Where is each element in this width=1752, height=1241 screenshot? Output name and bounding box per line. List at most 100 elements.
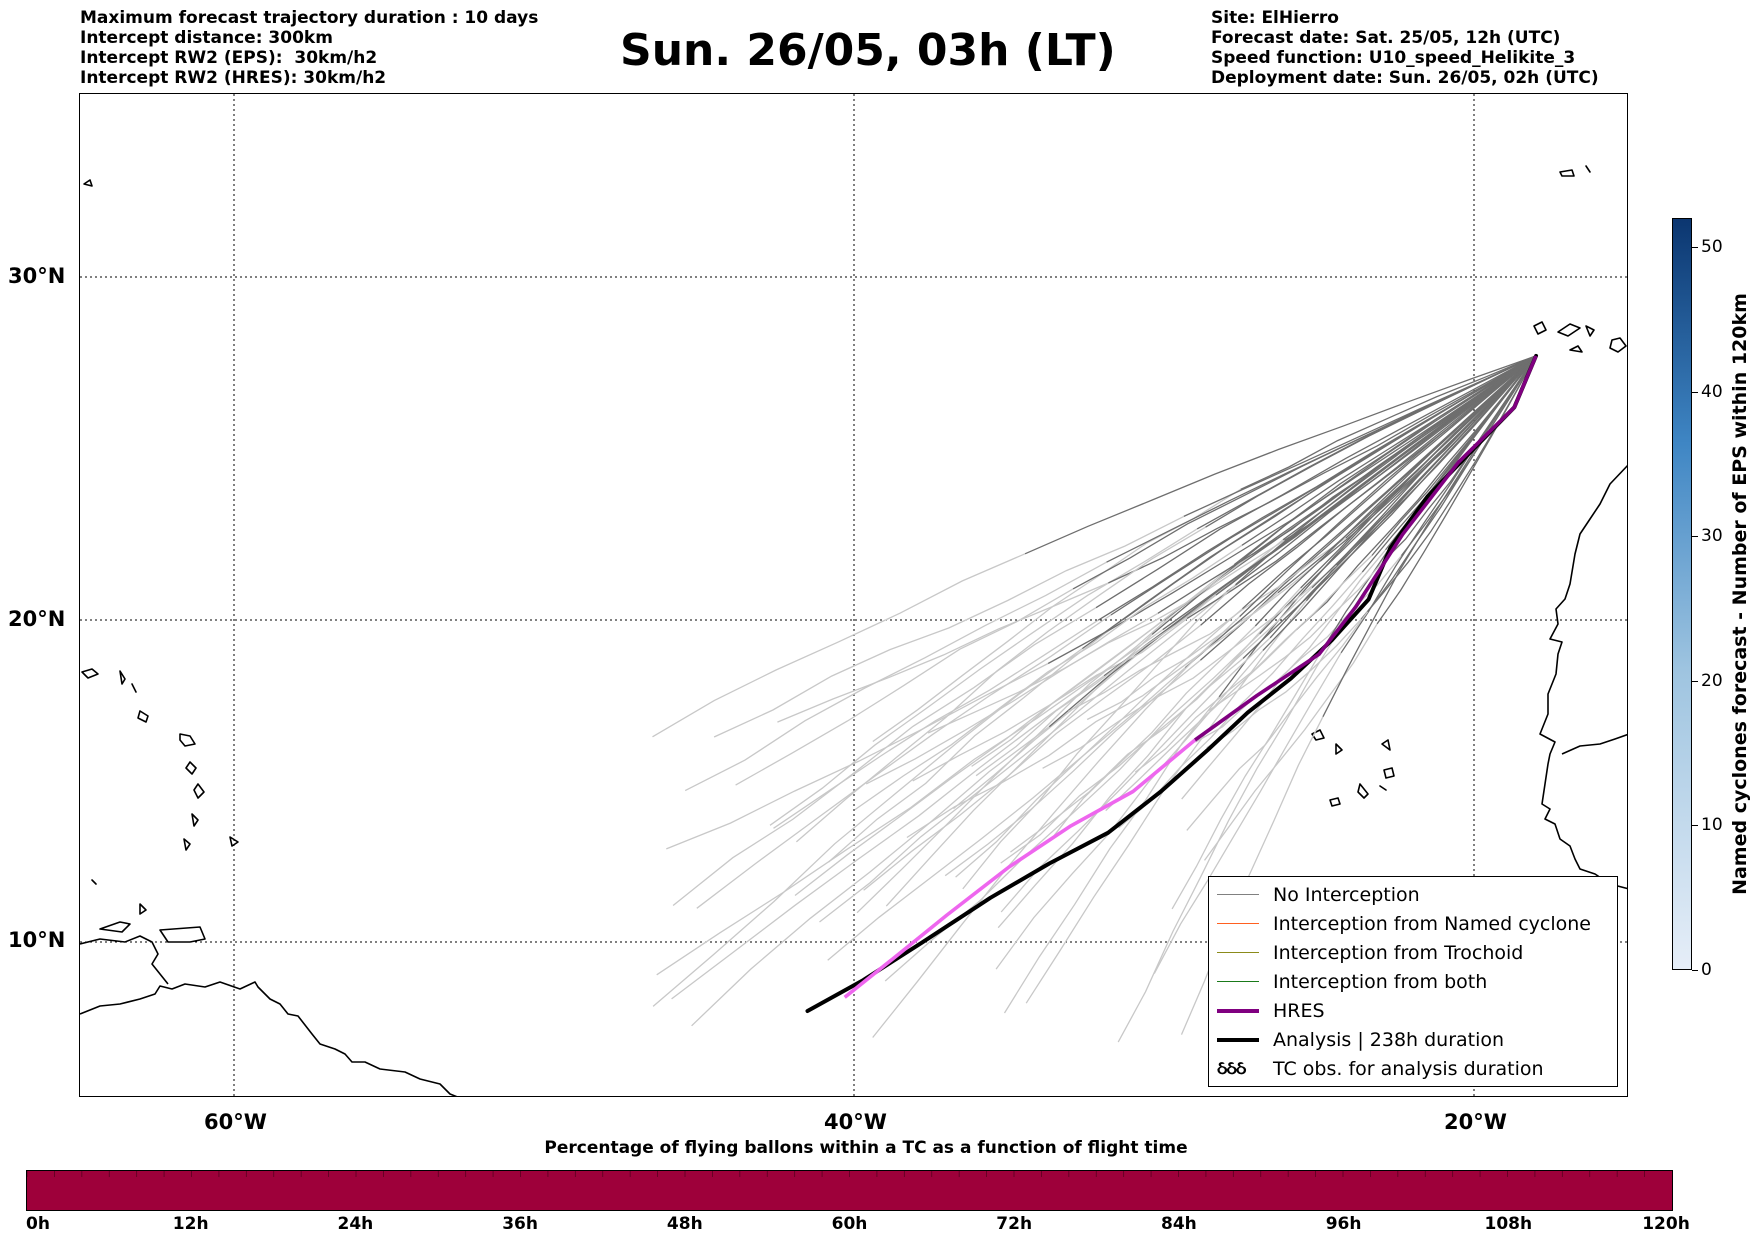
colorbar-segment [1425,1171,1454,1210]
colorbar-tick-label: 24h [337,1214,374,1234]
colorbar-segment [547,1171,576,1210]
colorbar-tick-label: 60h [831,1214,868,1234]
info-right: Site: ElHierro Forecast date: Sat. 25/05… [1211,8,1599,88]
colorbar-segment [602,1171,631,1210]
legend-label: No Interception [1273,884,1420,906]
legend-label: Interception from Named cyclone [1273,913,1591,935]
legend-label: Interception from Trochoid [1273,942,1524,964]
eps-track-early [1242,355,1537,659]
eps-track-late [684,561,1107,792]
colorbar-tick-label: 72h [996,1214,1033,1234]
colorbar-tick-label: 40 [1701,381,1723,402]
colorbar-segment [520,1171,549,1210]
colorbar-segment [109,1171,138,1210]
eps-track-late [975,594,1217,777]
eps-track-early [1360,355,1537,620]
eps-track-late [671,675,1105,1000]
colorbar-vertical [1672,218,1692,970]
eps-track-late [995,650,1264,970]
lat-label-20n: 20°N [8,607,66,631]
eps-track-late [1048,625,1256,843]
colorbar-segment [191,1171,220,1210]
eps-track-late [1171,652,1321,910]
eps-track-early [1184,355,1537,669]
colorbar-tick-label: 20 [1701,670,1723,691]
colorbar-segment [81,1171,110,1210]
colorbar-segment [1205,1171,1234,1210]
colorbar-segment [1096,1171,1125,1210]
colorbar-tick [1692,970,1698,971]
colorbar-segment [1041,1171,1070,1210]
colorbar-segment [794,1171,823,1210]
colorbar-segment [1562,1171,1591,1210]
colorbar-segment [1123,1171,1152,1210]
eps-track-early [1382,355,1537,563]
colorbar-segment [1233,1171,1262,1210]
eps-track-early [1241,355,1537,546]
eps-track-early [1336,355,1537,566]
colorbar-tick [1692,825,1698,827]
eps-track-late [713,515,1185,738]
island [83,179,93,187]
eps-track-late [863,624,1202,891]
legend-line-swatch [1217,1038,1259,1042]
eps-track-late [1068,537,1347,712]
eps-track-early [1254,355,1537,627]
legend-line-swatch [1217,1009,1259,1013]
eps-track-early [1218,355,1537,698]
eps-track-early [1205,355,1537,528]
legend-item-tc-obs: ઠઠઠ TC obs. for analysis duration [1209,1056,1617,1082]
island [137,710,149,723]
eps-track-early [1235,355,1537,586]
legend-item-named-cyclone: Interception from Named cyclone [1209,911,1617,937]
eps-track-late [872,616,1241,1038]
colorbar-segment [1644,1171,1672,1210]
colorbar-segment [328,1171,357,1210]
island-canary [1569,345,1583,353]
colorbar-tick-label: 50 [1701,236,1723,257]
legend-line-swatch [1217,981,1259,982]
lon-label-60w: 60°W [204,1110,267,1134]
eps-track-early [1233,355,1537,566]
colorbar-tick [1692,246,1698,248]
colorbar-segment [218,1171,247,1210]
colorbar-segment [712,1171,741,1210]
island [81,668,99,679]
island [119,670,126,685]
colorbar-segment [1343,1171,1371,1210]
legend-line-swatch [1217,952,1259,953]
colorbar-segment [959,1171,988,1210]
colorbar-segment [1452,1171,1481,1210]
eps-track-late [1086,560,1321,721]
eps-track-late [827,667,1186,961]
eps-track-late [865,612,1159,785]
colorbar-tick-label: 48h [666,1214,703,1234]
colorbar-segment [904,1171,933,1210]
colorbar-segment [575,1171,604,1210]
colorbar-segment [1014,1171,1042,1210]
eps-track-late [691,726,1050,1027]
eps-track-early [1277,355,1537,594]
colorbar-segment [1589,1171,1618,1210]
colorbar-tick-label: 108h [1484,1214,1533,1234]
eps-track-late [1000,637,1271,913]
island-cape-verde [1335,743,1343,755]
colorbar-segment [493,1171,521,1210]
legend-item-analysis: Analysis | 238h duration [1209,1027,1617,1053]
eps-track-early [1239,355,1537,618]
colorbar-segment [27,1171,55,1210]
island-cape-verde [1379,785,1387,791]
colorbar-segment [685,1171,713,1210]
colorbar-segment [356,1171,384,1210]
info-line: Intercept RW2 (EPS): 30km/h2 [80,48,378,68]
info-line: Deployment date: Sun. 26/05, 02h (UTC) [1211,68,1599,88]
lat-label-30n: 30°N [8,264,66,288]
hres-track-late [843,738,1197,999]
eps-track-late [769,528,1198,826]
lat-label-10n: 10°N [8,928,66,952]
map-canvas[interactable] [80,94,1628,1097]
island [131,683,137,693]
eps-track-late [944,659,1201,877]
colorbar-segment [1288,1171,1317,1210]
map-panel[interactable] [79,93,1628,1097]
